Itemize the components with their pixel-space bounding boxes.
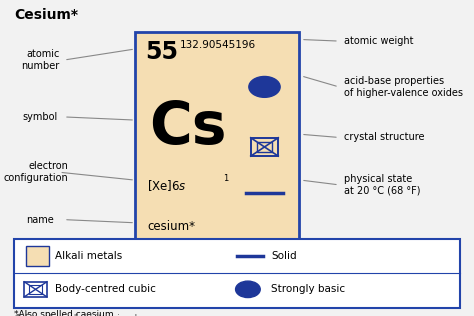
Text: name: name (27, 215, 54, 225)
Text: 55: 55 (146, 40, 179, 64)
Bar (29, 285, 42, 294)
Bar (24, 282, 47, 297)
Text: crystal structure: crystal structure (344, 132, 424, 143)
Text: [Xe]6$s$: [Xe]6$s$ (147, 178, 187, 193)
Text: acid-base properties
of higher-valence oxides: acid-base properties of higher-valence o… (344, 76, 463, 98)
Text: Cs: Cs (149, 99, 227, 156)
Text: atomic
number: atomic number (21, 49, 59, 71)
Text: symbol: symbol (23, 112, 58, 122)
Text: Solid: Solid (271, 251, 297, 261)
Text: *Also spelled caesium.: *Also spelled caesium. (14, 310, 117, 316)
Circle shape (249, 76, 280, 97)
Bar (14, 239, 460, 308)
Bar (26, 246, 49, 266)
Text: © Encyclopædia Britannica, Inc.: © Encyclopædia Britannica, Inc. (14, 314, 150, 316)
Text: Body-centred cubic: Body-centred cubic (55, 284, 156, 294)
Text: Strongly basic: Strongly basic (271, 284, 345, 294)
Bar (257, 142, 272, 152)
Circle shape (236, 281, 260, 298)
Text: atomic weight: atomic weight (344, 36, 413, 46)
Text: Cesium*: Cesium* (14, 8, 78, 22)
Bar (135, 32, 299, 248)
Bar (251, 138, 278, 156)
Text: physical state
at 20 °C (68 °F): physical state at 20 °C (68 °F) (344, 174, 420, 196)
Text: 132.90545196: 132.90545196 (180, 40, 256, 51)
Text: 1: 1 (223, 174, 228, 183)
Text: cesium*: cesium* (147, 220, 195, 233)
Text: electron
configuration: electron configuration (3, 161, 68, 183)
Text: Alkali metals: Alkali metals (55, 251, 123, 261)
